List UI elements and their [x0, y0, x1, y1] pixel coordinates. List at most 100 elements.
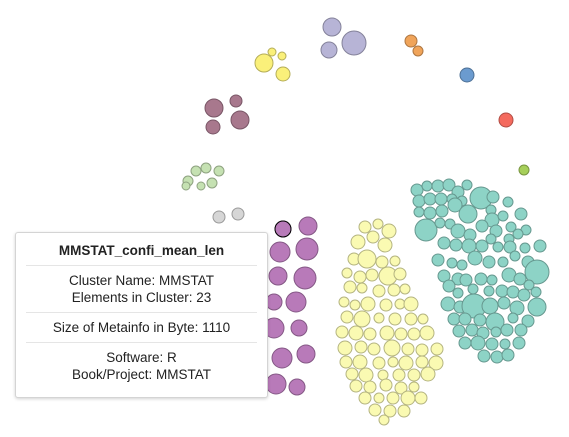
bubble-node[interactable] — [505, 221, 517, 233]
bubble-node[interactable] — [465, 323, 479, 337]
bubble-node[interactable] — [475, 219, 489, 233]
bubble-node[interactable] — [353, 270, 367, 284]
bubble-node[interactable] — [383, 404, 397, 418]
bubble-node[interactable] — [398, 355, 414, 371]
bubble-node[interactable] — [518, 164, 530, 176]
bubble-node[interactable] — [393, 267, 407, 281]
bubble-node[interactable] — [512, 336, 526, 350]
bubble-node[interactable] — [447, 197, 463, 213]
bubble-node[interactable] — [379, 298, 393, 312]
bubble-node[interactable] — [419, 325, 435, 341]
bubble-node[interactable] — [521, 314, 535, 328]
bubble-node[interactable] — [414, 391, 428, 405]
bubble-node[interactable] — [459, 273, 473, 287]
bubble-node[interactable] — [500, 323, 514, 337]
bubble-node[interactable] — [467, 283, 479, 295]
bubble-node[interactable] — [417, 313, 429, 325]
bubble-node[interactable] — [437, 236, 451, 250]
bubble-node[interactable] — [277, 51, 287, 61]
bubble-node[interactable] — [358, 220, 372, 234]
bubble-node[interactable] — [519, 242, 531, 254]
bubble-node[interactable] — [430, 342, 444, 356]
bubble-node[interactable] — [403, 296, 419, 312]
bubble-node[interactable] — [352, 354, 368, 370]
bubble-node[interactable] — [458, 336, 472, 350]
bubble-node[interactable] — [415, 343, 429, 357]
bubble-node[interactable] — [458, 204, 478, 224]
bubble-node[interactable] — [410, 183, 424, 197]
bubble-node[interactable] — [206, 177, 218, 189]
bubble-node[interactable] — [470, 335, 486, 351]
bubble-node[interactable] — [341, 267, 353, 279]
bubble-node[interactable] — [431, 179, 445, 193]
bubble-node[interactable] — [295, 237, 319, 261]
bubble-node[interactable] — [290, 319, 308, 337]
bubble-node[interactable] — [509, 250, 521, 262]
bubble-node[interactable] — [368, 403, 382, 417]
bubble-node[interactable] — [497, 256, 509, 268]
bubble-node[interactable] — [495, 284, 509, 298]
bubble-node[interactable] — [497, 210, 509, 222]
bubble-node[interactable] — [181, 181, 191, 191]
bubble-node[interactable] — [514, 323, 528, 337]
bubble-node[interactable] — [523, 279, 535, 291]
bubble-node[interactable] — [434, 217, 446, 229]
bubble-node[interactable] — [275, 66, 291, 82]
bubble-node[interactable] — [503, 240, 517, 254]
bubble-node[interactable] — [372, 284, 386, 298]
bubble-node[interactable] — [499, 338, 511, 350]
bubble-node[interactable] — [456, 259, 468, 271]
bubble-node[interactable] — [363, 380, 377, 394]
bubble-node[interactable] — [482, 255, 496, 269]
bubble-node[interactable] — [467, 250, 483, 266]
bubble-node[interactable] — [492, 241, 504, 253]
bubble-node[interactable] — [440, 296, 456, 312]
bubble-node[interactable] — [353, 310, 371, 328]
bubble-node[interactable] — [379, 378, 393, 392]
bubble-node[interactable] — [388, 312, 402, 326]
bubble-node[interactable] — [507, 312, 519, 324]
bubble-node[interactable] — [293, 266, 317, 290]
bubble-node[interactable] — [400, 390, 416, 406]
bubble-node[interactable] — [477, 349, 491, 363]
bubble-node[interactable] — [356, 282, 368, 294]
bubble-node[interactable] — [298, 216, 318, 236]
bubble-node[interactable] — [349, 299, 361, 311]
bubble-node[interactable] — [269, 241, 291, 263]
bubble-node[interactable] — [533, 239, 547, 253]
bubble-node[interactable] — [265, 373, 287, 395]
bubble-node[interactable] — [204, 98, 224, 118]
bubble-node[interactable] — [423, 206, 437, 220]
bubble-node[interactable] — [394, 327, 408, 341]
bubble-node[interactable] — [413, 206, 425, 218]
bubble-node[interactable] — [373, 312, 385, 324]
bubble-node[interactable] — [387, 356, 399, 368]
bubble-node[interactable] — [200, 162, 212, 174]
bubble-node[interactable] — [435, 204, 449, 218]
bubble-node[interactable] — [389, 255, 401, 267]
bubble-node[interactable] — [377, 369, 389, 381]
bubble-node[interactable] — [442, 178, 456, 192]
bubble-node[interactable] — [296, 344, 316, 364]
bubble-node[interactable] — [423, 192, 437, 206]
bubble-node[interactable] — [517, 288, 531, 302]
bubble-node[interactable] — [459, 67, 475, 83]
bubble-node[interactable] — [230, 110, 250, 130]
bubble-node[interactable] — [527, 297, 547, 317]
bubble-node[interactable] — [434, 192, 448, 206]
bubble-node[interactable] — [285, 291, 307, 313]
bubble-node[interactable] — [288, 378, 306, 396]
bubble-node[interactable] — [407, 327, 421, 341]
bubble-node[interactable] — [254, 53, 274, 73]
bubble-node[interactable] — [322, 17, 342, 37]
bubble-node[interactable] — [358, 391, 372, 405]
bubble-node[interactable] — [501, 348, 515, 362]
bubble-node[interactable] — [366, 230, 380, 244]
bubble-node[interactable] — [498, 112, 514, 128]
bubble-node[interactable] — [452, 324, 466, 338]
bubble-node[interactable] — [404, 34, 418, 48]
bubble-node[interactable] — [343, 280, 357, 294]
bubble-node[interactable] — [360, 296, 376, 312]
bubble-node[interactable] — [415, 355, 429, 369]
bubble-node[interactable] — [320, 41, 338, 59]
